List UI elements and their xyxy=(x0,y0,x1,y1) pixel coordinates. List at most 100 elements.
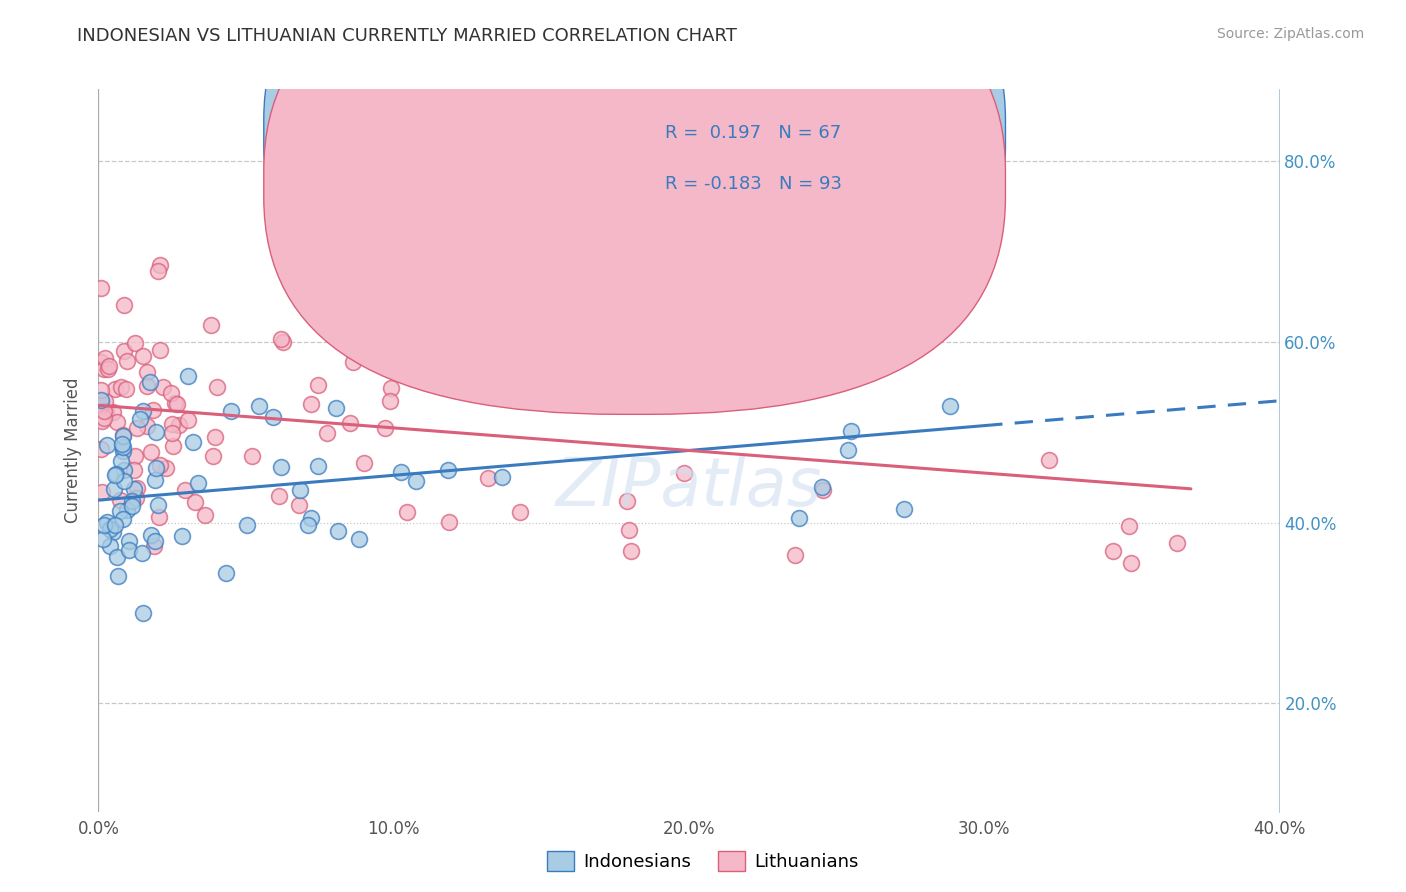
Point xyxy=(270,332,292,346)
Point xyxy=(145,460,167,475)
Point xyxy=(247,399,270,413)
Point xyxy=(163,396,186,410)
Point xyxy=(111,427,134,442)
Point xyxy=(787,510,810,524)
Text: ZIPatlas: ZIPatlas xyxy=(555,454,823,519)
Point xyxy=(103,524,125,539)
Point xyxy=(673,466,696,480)
Point xyxy=(380,380,402,394)
Point xyxy=(939,399,962,413)
Point xyxy=(110,379,132,393)
Point xyxy=(315,425,337,440)
Point xyxy=(297,518,319,533)
Point xyxy=(353,456,375,470)
Point xyxy=(839,424,862,438)
Point xyxy=(117,534,139,549)
Point xyxy=(124,335,146,350)
Point xyxy=(339,416,361,430)
Point xyxy=(112,343,135,358)
Point xyxy=(111,437,134,451)
Point xyxy=(181,434,204,449)
Point xyxy=(103,405,125,419)
Point xyxy=(96,515,118,529)
Point xyxy=(112,429,135,443)
Point xyxy=(405,474,427,488)
Point xyxy=(783,548,806,562)
Point xyxy=(115,382,138,396)
Text: R = -0.183   N = 93: R = -0.183 N = 93 xyxy=(665,175,842,193)
Point xyxy=(162,417,184,431)
Point xyxy=(132,403,155,417)
Point xyxy=(342,355,364,369)
Point xyxy=(299,396,322,410)
Point xyxy=(146,498,169,512)
Point xyxy=(93,351,115,365)
Point xyxy=(98,540,121,554)
Point xyxy=(107,568,129,582)
Point xyxy=(93,404,115,418)
Point xyxy=(145,425,167,440)
Point xyxy=(132,349,155,363)
Point xyxy=(221,404,243,418)
Point xyxy=(1166,536,1188,550)
Point xyxy=(149,343,172,357)
Point xyxy=(91,398,114,412)
Point xyxy=(439,515,461,529)
Point xyxy=(325,401,347,415)
Point xyxy=(90,383,112,397)
Point xyxy=(166,397,188,411)
Point xyxy=(105,549,128,564)
Point xyxy=(347,533,370,547)
Point xyxy=(152,380,174,394)
Point xyxy=(118,543,141,558)
Point xyxy=(201,450,224,464)
Point xyxy=(169,417,191,432)
Point xyxy=(110,453,132,467)
Point xyxy=(94,394,117,409)
Point xyxy=(112,475,135,489)
Point xyxy=(121,499,143,513)
Point xyxy=(135,419,157,434)
Point xyxy=(374,420,396,434)
Point xyxy=(125,421,148,435)
Point xyxy=(112,512,135,526)
Point xyxy=(143,539,166,553)
Point xyxy=(207,380,229,394)
Point xyxy=(90,281,112,295)
Point xyxy=(288,483,311,498)
Point xyxy=(620,543,643,558)
Text: Source: ZipAtlas.com: Source: ZipAtlas.com xyxy=(1216,27,1364,41)
Point xyxy=(104,467,127,481)
Point xyxy=(97,361,120,376)
Point xyxy=(176,369,198,384)
Point xyxy=(1038,453,1060,467)
Point xyxy=(96,437,118,451)
Point xyxy=(262,409,284,424)
Point xyxy=(810,480,832,494)
Point xyxy=(143,533,166,548)
Point xyxy=(893,502,915,516)
Y-axis label: Currently Married: Currently Married xyxy=(65,377,83,524)
Point xyxy=(200,318,222,332)
Point xyxy=(616,493,638,508)
Point xyxy=(131,606,153,620)
Point xyxy=(111,444,134,458)
Point xyxy=(380,394,402,409)
Point xyxy=(328,524,350,538)
Point xyxy=(474,385,496,400)
Point xyxy=(90,392,112,407)
Point xyxy=(665,382,688,396)
Point xyxy=(194,508,217,522)
Point xyxy=(174,483,197,498)
Point xyxy=(122,462,145,476)
Point xyxy=(104,382,127,396)
Point xyxy=(1102,544,1125,558)
Point xyxy=(437,463,460,477)
Point xyxy=(96,404,118,418)
Point xyxy=(93,517,115,532)
Point xyxy=(91,532,114,546)
Point xyxy=(112,463,135,477)
Point xyxy=(288,498,311,512)
Point xyxy=(270,459,292,474)
Point xyxy=(271,335,294,350)
